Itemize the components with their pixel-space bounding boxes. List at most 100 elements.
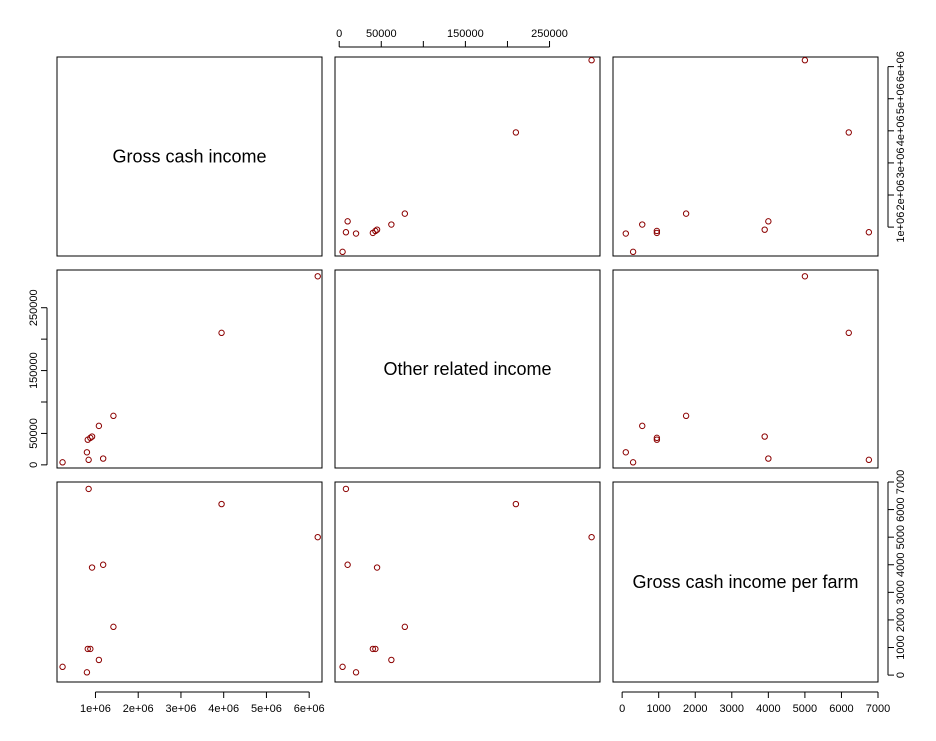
data-point [314,533,321,541]
data-point [110,412,117,420]
data-point [622,449,629,456]
tick-label: 4000 [895,553,907,577]
panel-1-1 [334,269,601,469]
data-point [95,656,103,664]
data-point [401,210,409,217]
tick-label: 1e+06 [895,212,907,243]
tick-label: 6e+06 [294,703,325,715]
data-point [765,218,772,225]
data-point [388,221,395,228]
data-point [59,459,66,466]
tick-label: 2000 [683,703,707,715]
tick-label: 6e+06 [895,51,907,82]
data-point [99,561,107,568]
data-point [682,412,690,420]
data-point [865,456,873,464]
tick-label: 6000 [895,497,907,521]
data-point [99,455,107,462]
scatter-panel-gross-vs-perfarm [59,485,321,676]
panel-1-0 [56,269,323,469]
scatter-panel-other-vs-perfarm [339,485,595,676]
data-point [369,645,377,653]
data-point [653,227,661,235]
tick-label: 2e+06 [895,180,907,211]
data-point [339,663,346,671]
x-axis-other: 0 50000 150000 250000 [336,28,568,48]
data-point [801,57,809,64]
variable-label: Gross cash income [112,147,266,167]
tick-label: 0 [336,28,342,40]
tick-label: 3e+06 [165,703,196,715]
tick-label: 0 [895,672,907,678]
data-point [95,422,103,430]
data-point [865,229,873,236]
panel-0-0 [56,56,323,257]
data-point [512,129,520,136]
data-point [401,623,409,631]
tick-label: 3000 [895,580,907,604]
data-point [845,329,852,337]
data-point [352,669,360,676]
data-point [85,485,92,493]
x-axis-gross: 1e+06 2e+06 3e+06 4e+06 5e+06 6e+06 [80,691,325,715]
y-axis-perfarm: 0 1000 2000 3000 4000 5000 6000 7000 [887,470,907,678]
data-point [512,500,520,508]
scatter-panel-perfarm-vs-other [622,273,873,466]
scatter-panel-gross-vs-other [59,273,321,466]
tick-label: 5000 [895,525,907,549]
tick-label: 50000 [366,28,397,40]
variable-label: Other related income [383,359,551,379]
data-point [765,455,772,462]
data-point [344,218,351,225]
panel-2-0 [56,481,323,683]
tick-label: 4e+06 [895,115,907,146]
panel-0-2 [612,56,879,257]
data-point [218,500,225,508]
data-point [372,645,379,653]
tick-label: 5e+06 [251,703,282,715]
tick-label: 50000 [28,418,40,449]
data-point [342,229,350,236]
tick-label: 2000 [895,608,907,632]
data-point [352,230,360,237]
data-point [761,226,768,233]
data-point [88,564,96,571]
tick-label: 0 [28,462,40,468]
data-point [373,226,381,233]
data-point [339,248,346,256]
tick-label: 3e+06 [895,147,907,178]
tick-label: 5e+06 [895,83,907,114]
tick-label: 4000 [756,703,780,715]
data-point [588,57,595,64]
panel-1-2 [612,269,879,469]
data-point [342,485,350,493]
data-point [639,221,646,228]
tick-label: 3000 [720,703,744,715]
tick-label: 250000 [531,28,568,40]
data-point [629,459,637,466]
tick-label: 2e+06 [123,703,154,715]
data-point [314,273,321,280]
data-point [588,533,595,541]
data-point [845,129,852,136]
tick-label: 250000 [28,289,40,326]
y-axis-other: 0 50000 150000 250000 [28,289,48,468]
data-point [84,645,91,653]
tick-label: 7000 [866,703,890,715]
tick-label: 5000 [793,703,817,715]
scatter-panel-perfarm-vs-gross [622,57,873,256]
data-point [83,449,91,456]
data-point [653,434,661,442]
scatter-panel-other-vs-gross [339,57,595,256]
data-point [629,248,637,256]
tick-label: 1000 [646,703,670,715]
x-axis-perfarm: 0 1000 2000 3000 4000 5000 6000 7000 [619,691,890,715]
data-point [87,645,94,653]
tick-label: 6000 [829,703,853,715]
data-point [622,230,629,237]
data-point [653,436,661,443]
data-point [85,456,92,464]
tick-label: 1000 [895,635,907,659]
data-point [682,210,690,217]
